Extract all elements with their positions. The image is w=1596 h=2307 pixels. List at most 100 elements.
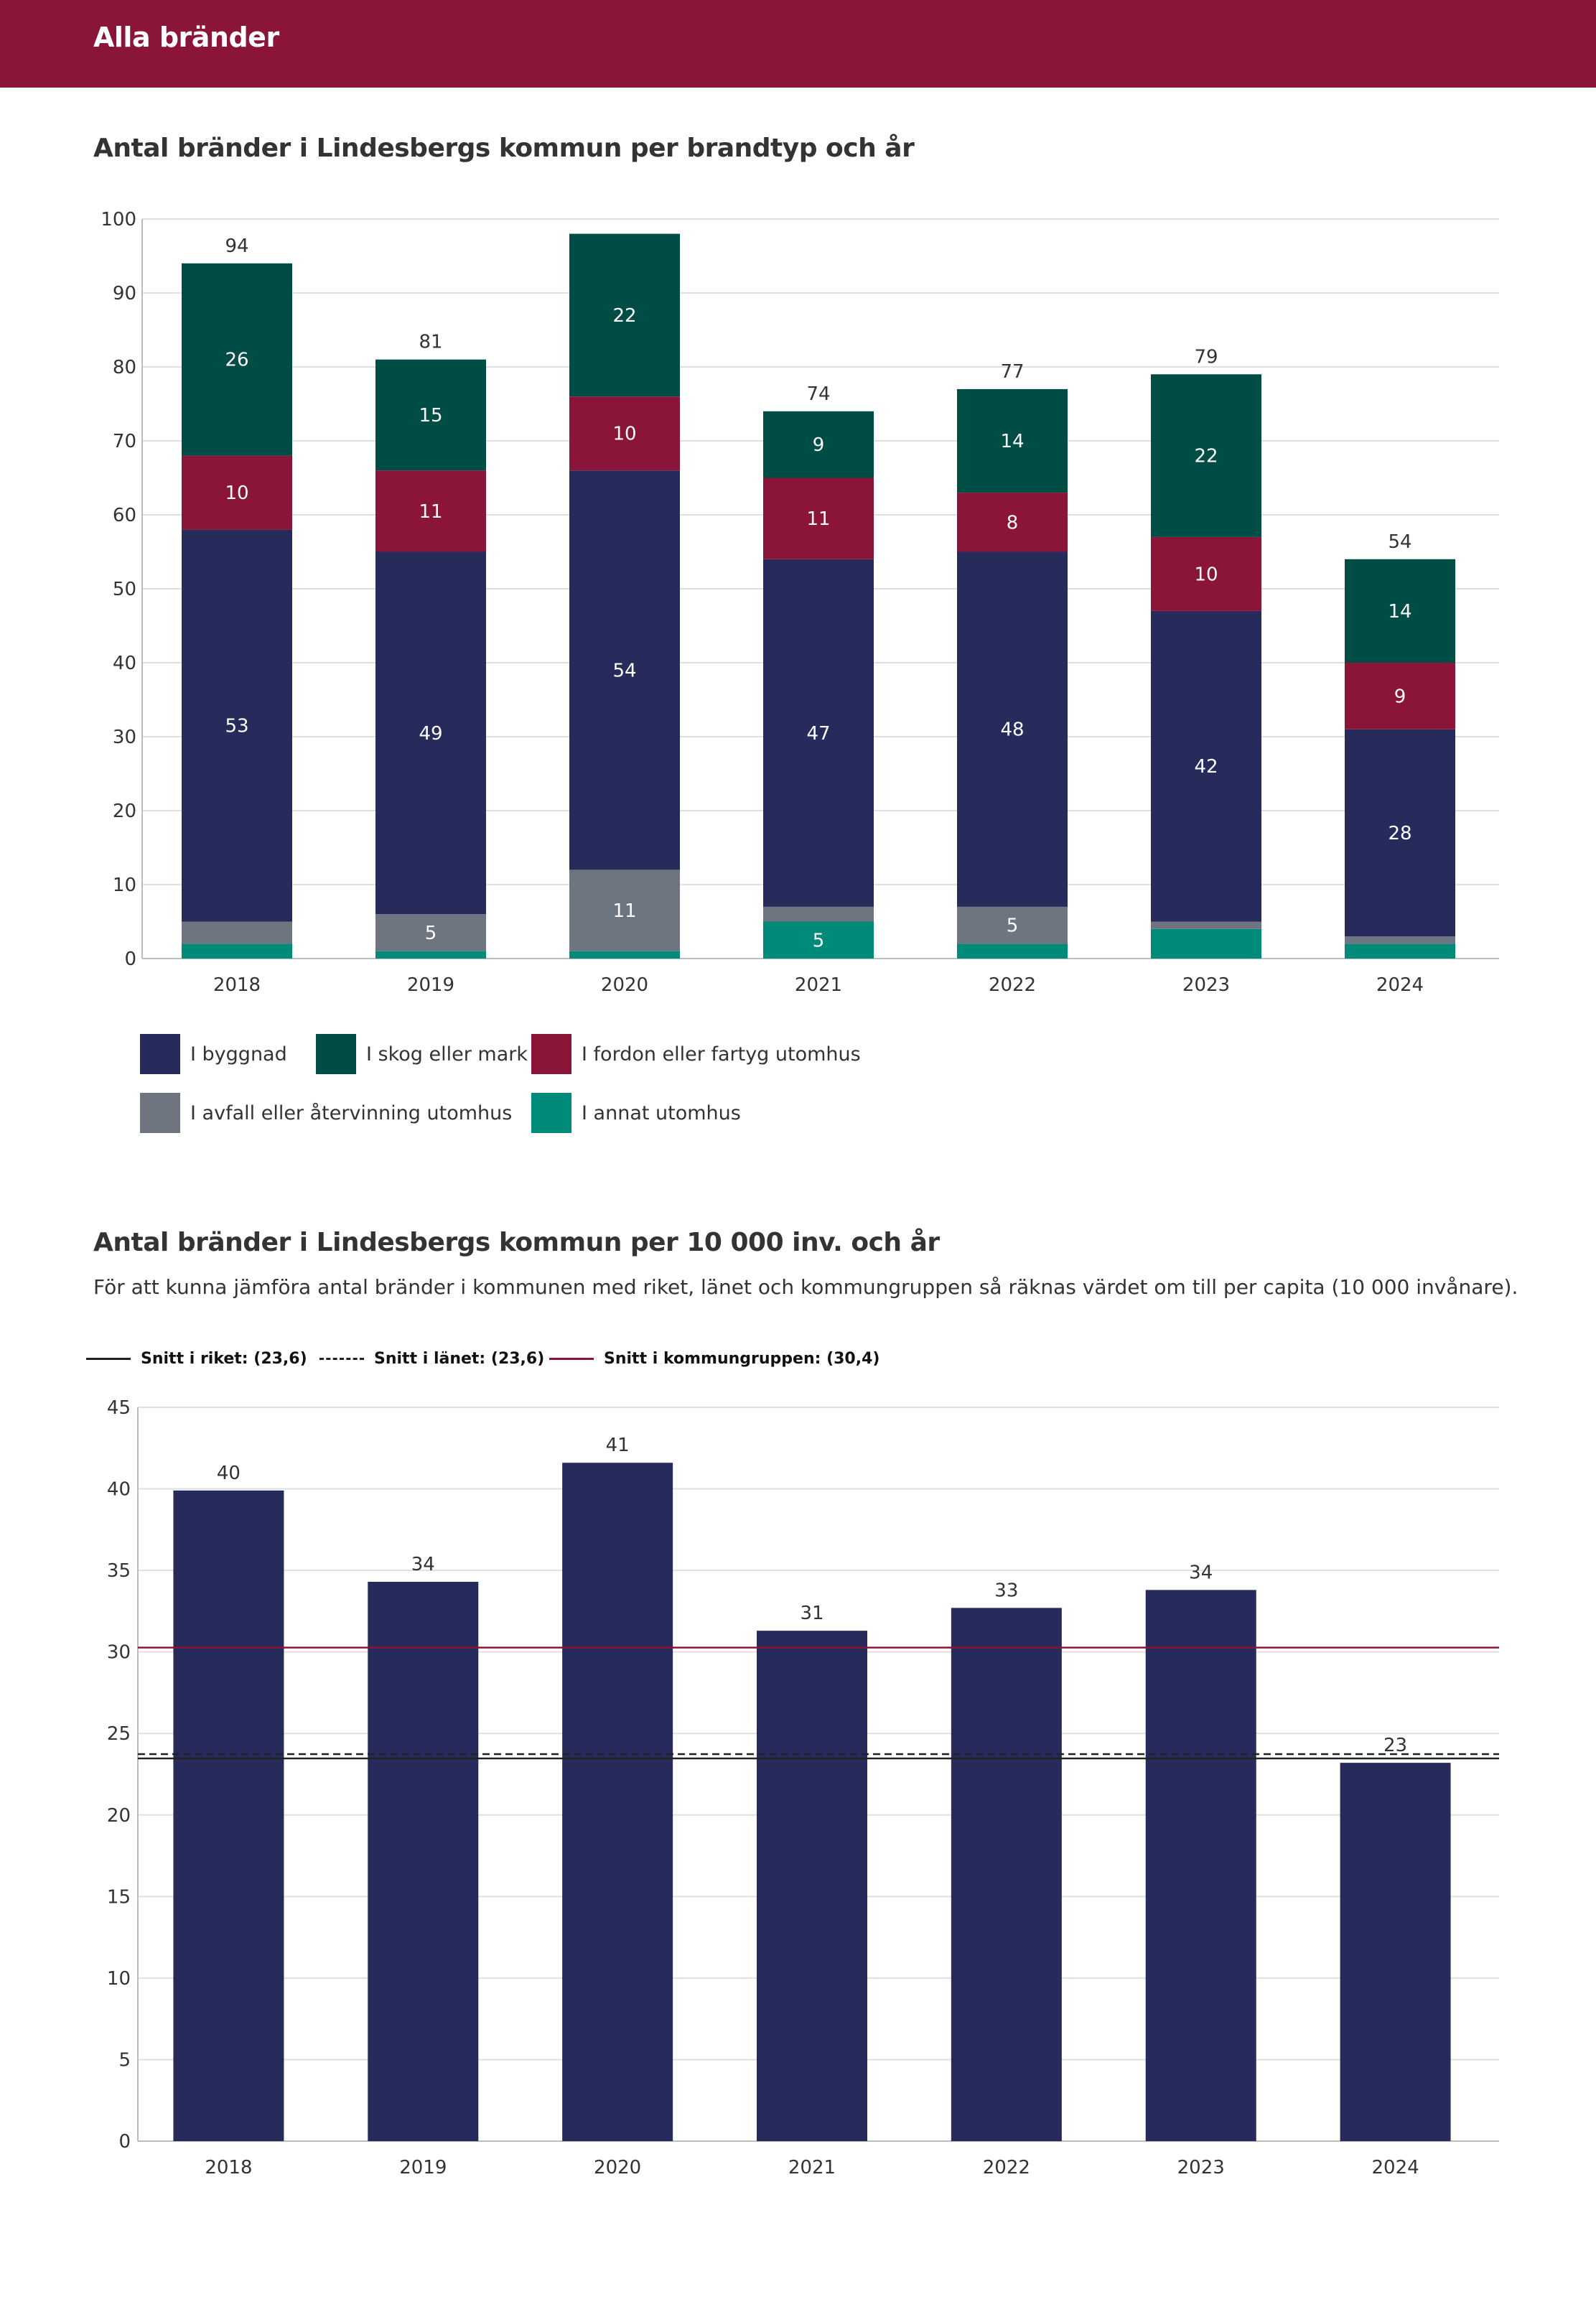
chart2-y-tick-label: 10 bbox=[107, 1968, 131, 1990]
header-bar: Alla bränder bbox=[0, 0, 1596, 88]
chart1-legend-swatch bbox=[531, 1093, 571, 1133]
chart1-bar-segment-i-annat-utomhus bbox=[569, 951, 680, 959]
chart1-y-tick-label: 50 bbox=[113, 579, 136, 600]
chart2-bar bbox=[562, 1463, 673, 2141]
chart1-x-tick-label: 2018 bbox=[213, 974, 261, 996]
chart2-bar bbox=[757, 1631, 867, 2141]
chart1-y-tick-label: 40 bbox=[113, 653, 136, 674]
chart1-stacked-bar-chart: 0102030405060708090100531026942018549111… bbox=[101, 209, 1499, 996]
chart1-bar-segment-i-annat-utomhus bbox=[1345, 943, 1455, 959]
chart2-y-tick-label: 5 bbox=[118, 2049, 131, 2071]
chart2-legend-label: Snitt i riket: (23,6) bbox=[141, 1350, 307, 1368]
chart1-segment-label: 5 bbox=[1007, 915, 1019, 937]
chart1-bar-segment-i-annat-utomhus bbox=[957, 943, 1068, 959]
chart1-segment-label: 5 bbox=[425, 923, 437, 944]
chart1-legend-item-i-byggnad: I byggnad bbox=[140, 1034, 287, 1074]
chart2-x-tick-label: 2021 bbox=[788, 2157, 836, 2178]
chart1-bar-segment-i-skog-eller-mark bbox=[1345, 559, 1455, 663]
chart2-y-tick-label: 45 bbox=[107, 1397, 131, 1419]
chart2-legend-line bbox=[86, 1358, 131, 1360]
chart1-legend-label: I skog eller mark bbox=[366, 1043, 528, 1066]
chart1-segment-label: 42 bbox=[1194, 756, 1218, 778]
chart1-segment-label: 54 bbox=[612, 660, 636, 681]
chart1-y-tick-label: 100 bbox=[101, 209, 136, 230]
chart1-total-label: 54 bbox=[1388, 531, 1411, 553]
chart1-bar-segment-i-skog-eller-mark bbox=[763, 411, 874, 478]
chart1-y-tick-label: 0 bbox=[124, 949, 136, 970]
chart1-bar-segment-i-fordon-eller-fartyg-utomhus bbox=[569, 396, 680, 471]
chart1-legend-item-i-avfall-eller-återvinning-utomhus: I avfall eller återvinning utomhus bbox=[140, 1093, 512, 1133]
chart1-bar-segment-i-byggnad bbox=[375, 551, 486, 915]
chart1-segment-label: 28 bbox=[1388, 823, 1411, 844]
chart1-bar-segment-i-annat-utomhus bbox=[375, 951, 486, 959]
chart1-bar-segment-i-annat-utomhus bbox=[182, 943, 292, 959]
chart1-x-tick-label: 2023 bbox=[1182, 974, 1230, 996]
chart1-segment-label: 8 bbox=[1007, 512, 1019, 533]
chart1-bar-segment-i-byggnad bbox=[957, 551, 1068, 907]
chart1-bar-segment-i-avfall-eller-återvinning-utomhus bbox=[1345, 936, 1455, 944]
chart1-bar-segment-i-skog-eller-mark bbox=[375, 359, 486, 471]
chart1-bar-segment-i-avfall-eller-återvinning-utomhus bbox=[375, 914, 486, 951]
chart2-bar bbox=[1340, 1763, 1451, 2141]
chart1-segment-label: 14 bbox=[1000, 431, 1024, 452]
chart2-value-label: 34 bbox=[1189, 1562, 1213, 1583]
chart1-bar-segment-i-avfall-eller-återvinning-utomhus bbox=[1151, 921, 1261, 929]
chart1-segment-label: 53 bbox=[225, 716, 248, 737]
chart1-bar-segment-i-fordon-eller-fartyg-utomhus bbox=[763, 477, 874, 559]
chart2-legend-label: Snitt i länet: (23,6) bbox=[374, 1350, 545, 1368]
chart2-value-label: 23 bbox=[1383, 1735, 1407, 1756]
chart2-y-tick-label: 25 bbox=[107, 1723, 131, 1745]
chart1-legend-swatch bbox=[140, 1093, 180, 1133]
chart2-x-tick-label: 2020 bbox=[594, 2157, 641, 2178]
chart1-legend-swatch bbox=[531, 1034, 571, 1074]
chart2-subtitle: För att kunna jämföra antal bränder i ko… bbox=[93, 1275, 1518, 1299]
chart1-legend-label: I avfall eller återvinning utomhus bbox=[190, 1101, 513, 1124]
chart1-segment-label: 11 bbox=[419, 501, 442, 523]
chart2-legend-item-snitt-i-riket: Snitt i riket: (23,6) bbox=[86, 1350, 307, 1368]
chart1-bar-segment-i-skog-eller-mark bbox=[957, 388, 1068, 493]
chart1-x-tick-label: 2024 bbox=[1376, 974, 1424, 996]
chart1-bar-segment-i-byggnad bbox=[1151, 610, 1261, 922]
chart1-legend-label: I annat utomhus bbox=[582, 1101, 741, 1124]
chart1-bar-segment-i-avfall-eller-återvinning-utomhus bbox=[182, 921, 292, 944]
chart2-bar bbox=[951, 1608, 1062, 2141]
chart1-x-tick-label: 2019 bbox=[407, 974, 454, 996]
chart1-total-label: 79 bbox=[1194, 346, 1218, 368]
chart1-y-tick-label: 90 bbox=[113, 283, 136, 304]
chart2-reference-legend: Snitt i riket: (23,6) Snitt i länet: (23,… bbox=[86, 1350, 1091, 1379]
chart1-segment-label: 49 bbox=[419, 723, 442, 745]
chart1-segment-label: 10 bbox=[225, 483, 248, 504]
chart2-x-tick-label: 2023 bbox=[1177, 2157, 1225, 2178]
chart2-y-tick-label: 15 bbox=[107, 1886, 131, 1908]
chart1-y-tick-label: 60 bbox=[113, 505, 136, 526]
chart2-y-tick-label: 30 bbox=[107, 1642, 131, 1664]
chart1-bar-segment-i-byggnad bbox=[569, 470, 680, 870]
chart1-segment-label: 9 bbox=[1394, 686, 1406, 707]
chart2-x-tick-label: 2018 bbox=[205, 2157, 252, 2178]
chart1-legend-item-i-skog-eller-mark: I skog eller mark bbox=[316, 1034, 528, 1074]
chart2-legend-item-snitt-i-länet: Snitt i länet: (23,6) bbox=[319, 1350, 544, 1368]
chart1-bar-segment-i-avfall-eller-återvinning-utomhus bbox=[957, 906, 1068, 944]
chart1-bar-segment-i-fordon-eller-fartyg-utomhus bbox=[957, 493, 1068, 552]
chart1-legend-item-i-annat-utomhus: I annat utomhus bbox=[531, 1093, 741, 1133]
chart1-y-tick-label: 80 bbox=[113, 357, 136, 378]
chart1-y-tick-label: 20 bbox=[113, 801, 136, 822]
chart1-segment-label: 47 bbox=[806, 723, 830, 745]
chart2-value-label: 33 bbox=[994, 1580, 1018, 1601]
chart1-legend-swatch bbox=[316, 1034, 356, 1074]
chart1-x-tick-label: 2020 bbox=[601, 974, 648, 996]
chart1-y-tick-label: 10 bbox=[113, 875, 136, 896]
chart2-legend-item-snitt-i-kommungruppen: Snitt i kommungruppen: (30,4) bbox=[549, 1350, 879, 1368]
chart1-segment-label: 9 bbox=[813, 434, 825, 456]
chart2-bar bbox=[173, 1490, 284, 2141]
chart2-x-tick-label: 2022 bbox=[983, 2157, 1030, 2178]
chart1-legend-item-i-fordon-eller-fartyg-utomhus: I fordon eller fartyg utomhus bbox=[531, 1034, 861, 1074]
chart2-legend-label: Snitt i kommungruppen: (30,4) bbox=[604, 1350, 880, 1368]
chart2-y-tick-label: 35 bbox=[107, 1560, 131, 1582]
chart2-y-tick-label: 20 bbox=[107, 1805, 131, 1827]
chart1-bar-segment-i-annat-utomhus bbox=[1151, 928, 1261, 959]
chart1-bar-segment-i-fordon-eller-fartyg-utomhus bbox=[1345, 663, 1455, 730]
chart2-value-label: 40 bbox=[217, 1463, 241, 1484]
chart1-bar-segment-i-skog-eller-mark bbox=[1151, 374, 1261, 537]
